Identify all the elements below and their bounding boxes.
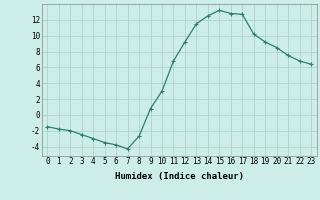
X-axis label: Humidex (Indice chaleur): Humidex (Indice chaleur) bbox=[115, 172, 244, 181]
